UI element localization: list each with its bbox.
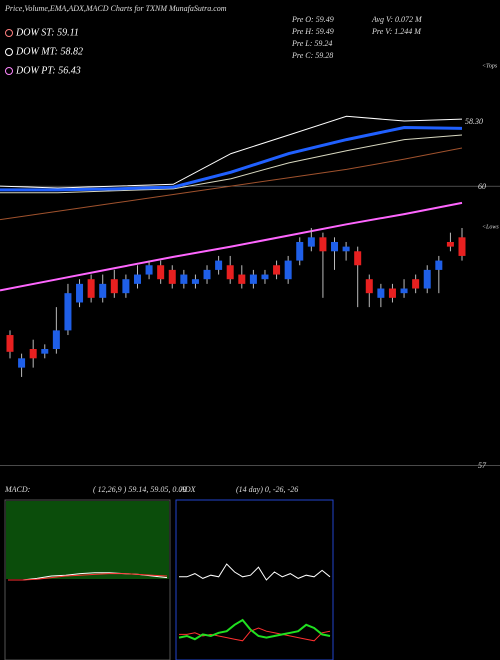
candle-body (180, 274, 188, 284)
candle-body (412, 279, 420, 289)
candle-body (145, 265, 153, 275)
candle-body (342, 246, 350, 252)
pre-info: Pre L: 59.24 (291, 39, 332, 48)
legend-label: DOW MT: 58.82 (15, 46, 83, 57)
legend-label: DOW ST: 59.11 (15, 27, 79, 38)
candle-body (226, 265, 234, 280)
candle-body (458, 237, 466, 256)
candle-body (41, 349, 49, 354)
candle-body (215, 260, 223, 270)
overlay-line (0, 201, 463, 292)
candle-body (249, 274, 257, 284)
candle-body (29, 349, 37, 359)
candle-body (365, 279, 373, 294)
volume-info: Avg V: 0.072 M (371, 15, 423, 24)
candle-body (52, 330, 60, 350)
legend-icon (5, 48, 13, 56)
adx-line (179, 627, 331, 642)
y-tick-label: 57 (478, 461, 487, 470)
chart-title: Price,Volume,EMA,ADX,MACD Charts for TXN… (4, 4, 227, 13)
pre-info: Pre O: 59.49 (291, 15, 334, 24)
candle-body (99, 283, 107, 298)
candle-body (6, 335, 14, 352)
candle-body (64, 293, 72, 331)
annotation: <Lows (482, 224, 499, 230)
overlay-line (0, 134, 463, 194)
overlay-line (0, 115, 463, 189)
macd-label: MACD: (4, 485, 31, 494)
candle-body (191, 279, 199, 284)
adx-line (179, 563, 331, 581)
adx-line (178, 618, 331, 641)
pre-info: Pre H: 59.49 (291, 27, 334, 36)
overlay-line (0, 147, 463, 221)
candle-body (168, 269, 176, 284)
candle-body (18, 358, 26, 368)
candle-body (435, 260, 443, 270)
candle-body (133, 274, 141, 284)
candle-body (261, 274, 269, 280)
overlay-line (0, 125, 463, 192)
adx-label: ADX (179, 485, 197, 494)
candle-body (377, 288, 385, 298)
ema-label: 58.30 (465, 117, 483, 126)
y-tick-label: 60 (478, 182, 486, 191)
annotation: <Tops (482, 63, 498, 69)
candle-body (307, 237, 315, 247)
candle-body (273, 265, 281, 275)
candle-body (284, 260, 292, 280)
candle-body (400, 288, 408, 294)
adx-params: (14 day) 0, -26, -26 (236, 485, 298, 494)
candle-body (331, 241, 339, 252)
candle-body (296, 241, 304, 261)
candle-body (157, 265, 165, 280)
macd-params: ( 12,26,9 ) 59.14, 59.05, 0.09 (93, 485, 186, 494)
candle-body (319, 237, 327, 252)
candle-body (110, 279, 118, 294)
candle-body (446, 241, 454, 247)
volume-info: Pre V: 1.244 M (371, 27, 422, 36)
legend-icon (5, 67, 13, 75)
candle-body (122, 279, 130, 294)
candle-body (388, 288, 396, 298)
candle-body (87, 279, 95, 298)
pre-info: Pre C: 59.28 (291, 51, 333, 60)
legend-icon (5, 29, 13, 37)
candle-body (203, 269, 211, 280)
legend-label: DOW PT: 56.43 (15, 65, 81, 76)
candle-body (423, 269, 431, 289)
macd-line (8, 573, 168, 581)
candle-body (76, 283, 84, 303)
candle-body (238, 274, 246, 284)
macd-fill (6, 501, 169, 579)
candle-body (354, 251, 362, 266)
